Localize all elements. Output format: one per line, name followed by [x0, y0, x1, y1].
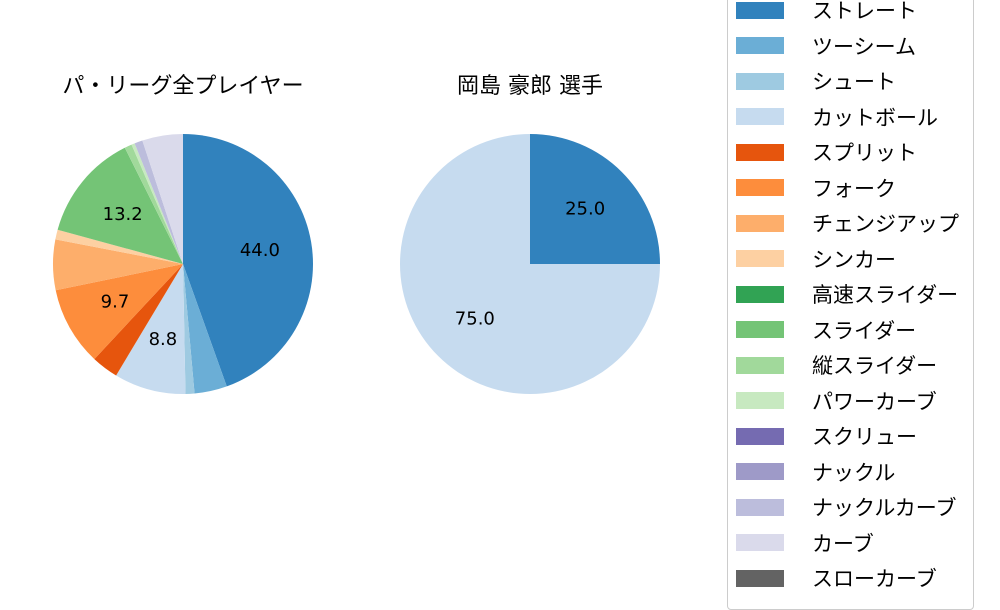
pie-slice	[55, 229, 183, 264]
legend-item: 高速スライダー	[736, 279, 958, 309]
legend-item: 縦スライダー	[736, 350, 937, 380]
legend-item: スローカーブ	[736, 563, 937, 593]
pie-slice	[183, 264, 227, 394]
legend-swatch	[736, 356, 784, 374]
legend-item: パワーカーブ	[736, 386, 937, 416]
legend-label: スローカーブ	[812, 567, 937, 591]
pie-slice-label: 75.0	[455, 309, 495, 330]
pie-slice	[124, 144, 183, 264]
legend-item: フォーク	[736, 173, 896, 203]
legend-swatch	[736, 427, 784, 445]
legend-label: ナックルカーブ	[812, 496, 957, 520]
pie-slice-label: 25.0	[565, 198, 605, 219]
legend-label: シュート	[812, 70, 896, 94]
pie-slice	[94, 264, 183, 376]
legend-label: スクリュー	[812, 425, 917, 449]
pie-slice	[52, 239, 184, 291]
legend-label: フォーク	[812, 176, 896, 201]
legend-item: シンカー	[736, 244, 896, 274]
legend-item: ナックル	[736, 457, 895, 487]
legend-swatch	[736, 179, 784, 196]
legend-label: チェンジアップ	[812, 212, 959, 236]
legend-swatch	[736, 498, 784, 516]
legend-item: スクリュー	[736, 421, 917, 451]
pie-slice	[134, 140, 183, 264]
legend-item: スライダー	[736, 315, 916, 345]
legend-item: カットボール	[736, 102, 938, 132]
pie-slice	[142, 134, 183, 264]
pie-slice	[55, 264, 183, 360]
legend-item: ツーシーム	[736, 31, 916, 61]
pie-slice-label: 13.2	[103, 204, 143, 225]
legend-swatch	[736, 285, 784, 303]
legend-label: スライダー	[812, 318, 917, 343]
pie-slice	[400, 134, 660, 394]
legend-item: チェンジアップ	[736, 208, 959, 238]
pie-slice-label: 8.8	[149, 329, 178, 350]
legend-label: パワーカーブ	[812, 389, 937, 414]
pie-slice	[131, 143, 183, 264]
legend: ストレートツーシームシュートカットボール スプリットフォークチェンジアップ シンカー…	[727, 0, 974, 610]
legend-swatch	[736, 392, 784, 409]
legend-label: シンカー	[812, 247, 896, 272]
legend-item: ストレート	[736, 0, 917, 25]
legend-label: スプリット	[812, 141, 917, 165]
legend-label: ストレート	[812, 0, 917, 23]
left-chart-title: パ・リーグ全プレイヤー	[62, 74, 304, 99]
legend-item: スプリット	[736, 137, 917, 167]
legend-label: ツーシーム	[812, 34, 916, 59]
legend-swatch	[736, 37, 784, 54]
legend-label: ナックル	[812, 460, 896, 485]
legend-swatch	[736, 569, 784, 587]
pie-slice	[183, 134, 313, 387]
legend-label: 高速スライダー	[812, 283, 959, 307]
legend-swatch	[736, 321, 784, 338]
legend-item: シュート	[736, 66, 896, 96]
legend-swatch	[736, 463, 784, 480]
legend-swatch	[736, 1, 784, 19]
pie-slice-label: 44.0	[240, 240, 280, 261]
legend-item: カーブ	[736, 528, 874, 558]
pie-slice	[530, 134, 660, 264]
legend-swatch	[736, 250, 784, 267]
legend-label: 縦スライダー	[812, 354, 938, 378]
legend-swatch	[736, 214, 784, 232]
right-chart-title: 岡島 豪郎 選手	[457, 74, 603, 99]
pie-slice	[116, 264, 186, 394]
legend-swatch	[736, 108, 784, 125]
pie-slice	[183, 264, 195, 394]
legend-item: ナックルカーブ	[736, 492, 956, 522]
legend-swatch	[736, 72, 784, 90]
legend-label: カーブ	[812, 531, 874, 556]
pie-slice	[57, 147, 183, 264]
legend-swatch	[736, 143, 784, 161]
pie-slice-label: 9.7	[101, 292, 130, 313]
legend-swatch	[736, 534, 784, 551]
legend-label: カットボール	[812, 105, 938, 130]
